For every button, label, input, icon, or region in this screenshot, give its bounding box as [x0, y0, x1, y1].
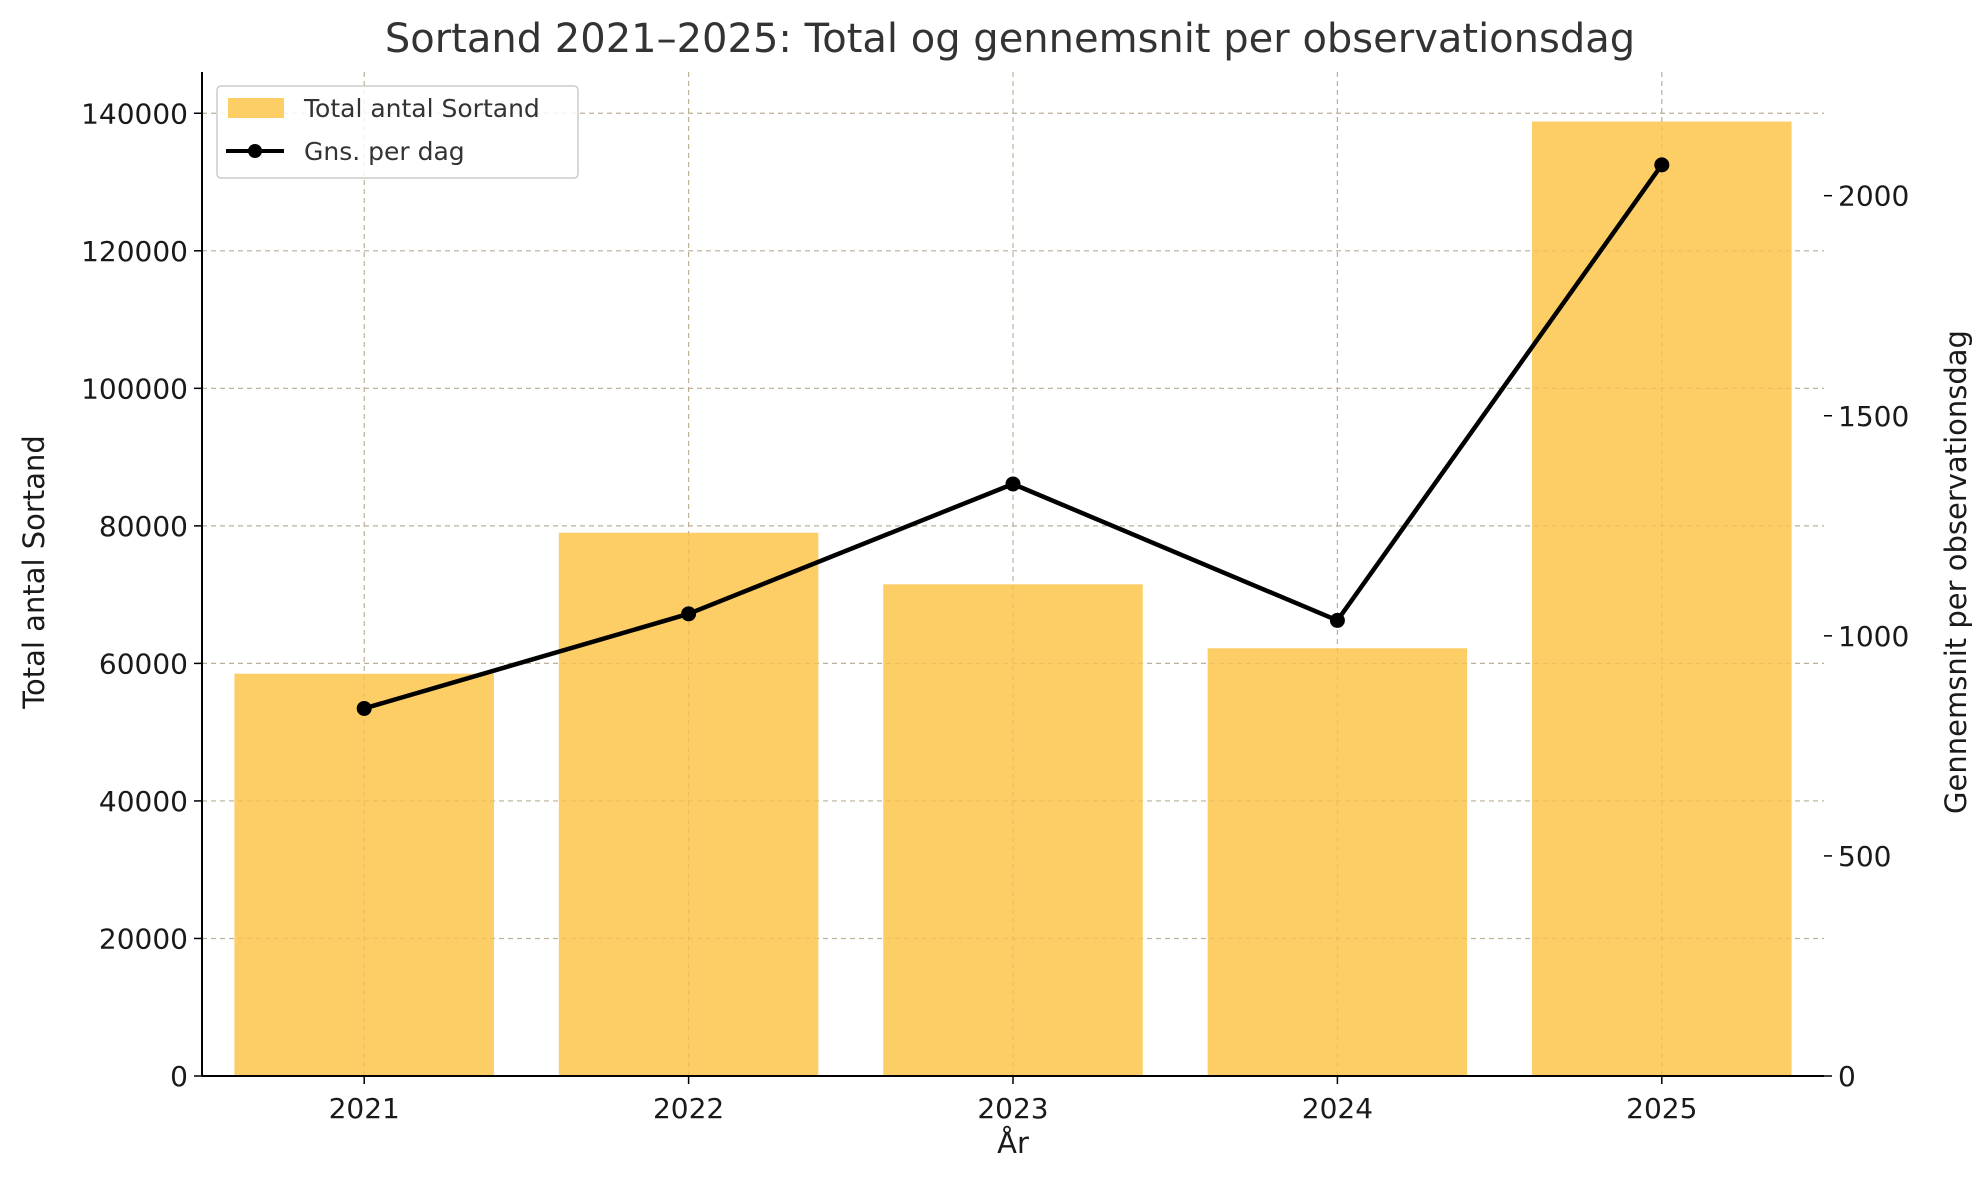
avg-point-2021: [356, 700, 372, 716]
y-tick-label: 140000: [81, 97, 188, 130]
tick-labels: 0 20000 40000 60000 80000 100000 120000 140000 0…: [81, 97, 1909, 1125]
bar-2024: [1207, 648, 1468, 1076]
axes: [194, 72, 1832, 1084]
y2-axis-title: Gennemsnit per observationsdag: [1939, 330, 1973, 814]
y2-tick-label: 0: [1838, 1060, 1856, 1093]
bar-2023: [883, 584, 1143, 1076]
legend-bar-swatch: [228, 98, 284, 118]
y-tick-label: 100000: [81, 372, 188, 405]
line-series: [356, 157, 1670, 716]
x-axis-title: År: [997, 1126, 1029, 1160]
avg-point-2024: [1329, 612, 1345, 628]
bar-series: [202, 72, 1824, 1076]
chart-title: Sortand 2021–2025: Total og gennemsnit p…: [385, 16, 1635, 62]
legend-box: [216, 85, 579, 179]
x-tick-label: 2021: [329, 1092, 400, 1125]
x-tick-label: 2024: [1302, 1092, 1373, 1125]
y2-tick-label: 1000: [1838, 620, 1909, 653]
x-tick-label: 2025: [1626, 1092, 1697, 1125]
avg-point-2022: [681, 606, 697, 622]
bar-2021: [234, 673, 494, 1076]
x-tick-label: 2023: [977, 1092, 1048, 1125]
y-tick-label: 80000: [99, 510, 188, 543]
y-tick-label: 40000: [99, 785, 188, 818]
y-tick-label: 60000: [99, 647, 188, 680]
legend-bar-label: Total antal Sortand: [303, 94, 540, 123]
y-tick-label: 0: [170, 1060, 188, 1093]
avg-point-2023: [1005, 476, 1021, 492]
x-tick-label: 2022: [653, 1092, 724, 1125]
y2-tick-label: 500: [1838, 840, 1891, 873]
y-tick-label: 120000: [81, 235, 188, 268]
bar-2022: [558, 532, 819, 1076]
y2-tick-label: 1500: [1838, 400, 1909, 433]
avg-point-2025: [1654, 157, 1670, 173]
y-tick-label: 20000: [99, 922, 188, 955]
legend: Total antal Sortand Gns. per dag: [216, 85, 579, 179]
legend-line-label: Gns. per dag: [304, 137, 465, 166]
legend-line-marker: [248, 144, 262, 158]
y2-tick-label: 2000: [1838, 180, 1909, 213]
bar-2025: [1532, 121, 1792, 1076]
y-axis-title: Total antal Sortand: [17, 435, 51, 710]
